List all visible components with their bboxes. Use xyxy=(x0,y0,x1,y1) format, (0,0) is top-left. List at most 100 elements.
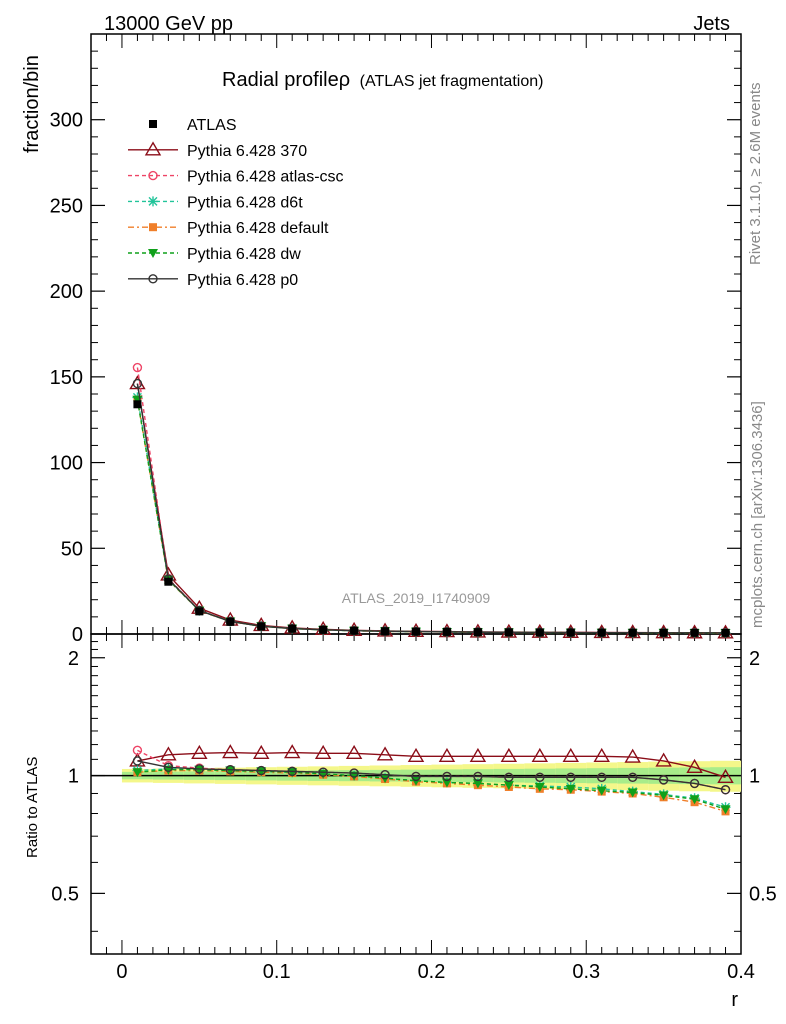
main-point-1 xyxy=(132,362,143,373)
legend-label-data: ATLAS xyxy=(187,117,237,134)
x-axis-label: r xyxy=(731,989,738,1011)
ratio-point-0 xyxy=(314,744,332,759)
main-series xyxy=(129,362,734,639)
y-tick-label: 250 xyxy=(50,195,83,217)
legend-marker-3 xyxy=(149,223,157,232)
legend-label-0: Pythia 6.428 370 xyxy=(187,143,307,160)
x-tick-label: 0.3 xyxy=(572,961,600,983)
ratio-point-5 xyxy=(597,772,607,782)
ratio-point-0 xyxy=(593,747,610,763)
y-tick-label: 100 xyxy=(50,453,83,475)
ratio-point-0 xyxy=(438,747,456,763)
ratio-point-4 xyxy=(225,766,236,776)
legend-label-4: Pythia 6.428 dw xyxy=(187,246,301,263)
ratio-point-5 xyxy=(256,765,266,776)
legend-label-3: Pythia 6.428 default xyxy=(187,220,329,237)
data-point xyxy=(628,628,637,637)
x-tick-label: 0 xyxy=(116,961,127,983)
ratio-point-5 xyxy=(411,771,421,782)
ratio-point-5 xyxy=(658,775,669,785)
ratio-point-4 xyxy=(441,778,452,788)
data-point xyxy=(442,627,451,636)
ratio-point-4 xyxy=(658,791,669,801)
ratio-point-5 xyxy=(720,785,731,795)
ratio-point-5 xyxy=(442,771,452,782)
data-point xyxy=(319,625,328,634)
ratio-point-4 xyxy=(287,768,298,778)
legend-marker-4 xyxy=(148,249,158,258)
data-point xyxy=(350,626,359,635)
ratio-point-5 xyxy=(504,772,514,782)
ratio-point-5 xyxy=(225,765,235,775)
ratio-point-5 xyxy=(627,772,638,782)
y-tick-label: 50 xyxy=(61,538,83,560)
analysis-watermark: ATLAS_2019_I1740909 xyxy=(342,590,491,606)
ratio-point-0 xyxy=(222,744,239,759)
ratio-point-0 xyxy=(531,747,549,763)
ratio-point-0 xyxy=(376,746,394,761)
ratio-point-0 xyxy=(283,744,301,759)
ratio-point-0 xyxy=(469,747,487,763)
data-point xyxy=(381,627,390,636)
ratio-point-5 xyxy=(380,770,390,780)
rivet-label: Rivet 3.1.10, ≥ 2.6M events xyxy=(747,83,764,266)
ratio-point-5 xyxy=(566,772,576,782)
ratio-point-5 xyxy=(689,778,700,789)
data-point xyxy=(504,628,513,637)
chart-title: Radial profileρ (ATLAS jet fragmentation… xyxy=(222,69,543,91)
ratio-point-0 xyxy=(717,768,734,783)
ratio-point-4 xyxy=(256,767,267,777)
ratio-point-4 xyxy=(472,779,483,789)
ratio-point-0 xyxy=(253,744,270,759)
legend-marker-data xyxy=(149,120,157,128)
legend-marker-1 xyxy=(148,170,158,181)
data-point xyxy=(412,627,420,636)
ratio-point-5 xyxy=(473,771,483,782)
chart-title-main: Radial profileρ xyxy=(222,69,350,91)
process-label: Jets xyxy=(693,13,730,35)
ratio-point-4 xyxy=(627,788,638,798)
ratio-point-5 xyxy=(349,768,359,778)
ratio-point-4 xyxy=(596,786,607,796)
mcplots-label: mcplots.cern.ch [arXiv:1306.3436] xyxy=(749,401,766,628)
energy-label: 13000 GeV pp xyxy=(104,13,233,35)
ratio-point-5 xyxy=(287,766,297,777)
ratio-point-0 xyxy=(624,748,641,763)
data-point xyxy=(257,622,266,631)
ratio-point-1 xyxy=(132,745,143,756)
data-point xyxy=(226,617,235,626)
x-tick-label: 0.1 xyxy=(263,961,291,983)
data-point xyxy=(195,607,204,616)
legend-marker-2 xyxy=(148,196,158,207)
ratio-point-0 xyxy=(562,747,579,763)
legend-marker-0 xyxy=(144,141,162,156)
ratio-point-0 xyxy=(407,747,425,763)
data-point xyxy=(288,624,297,633)
ratio-point-5 xyxy=(535,772,545,782)
ratio-point-0 xyxy=(160,746,177,761)
legend-marker-5 xyxy=(148,274,158,284)
main-point-5 xyxy=(132,378,143,389)
ratio-y-axis-label: Ratio to ATLAS xyxy=(24,757,41,858)
ratio-point-4 xyxy=(565,784,576,794)
ratio-point-0 xyxy=(686,758,703,773)
data-point xyxy=(659,628,668,637)
y-tick-label: 0 xyxy=(72,624,83,646)
ratio-point-5 xyxy=(194,764,205,774)
y-tick-label: 300 xyxy=(50,110,83,132)
y-tick-label: 200 xyxy=(50,281,83,303)
legend-label-2: Pythia 6.428 d6t xyxy=(187,194,303,211)
chart-subtitle: (ATLAS jet fragmentation) xyxy=(360,73,544,90)
ratio-point-4 xyxy=(132,768,143,778)
legend-label-1: Pythia 6.428 atlas-csc xyxy=(187,169,344,186)
ratio-point-4 xyxy=(689,795,700,805)
ratio-point-5 xyxy=(132,756,143,766)
legend: ATLAS Pythia 6.428 370 Pythia 6.428 atlas-… xyxy=(128,117,344,289)
ratio-tick-label-right: 1 xyxy=(749,766,760,788)
data-point xyxy=(597,628,606,637)
ratio-point-0 xyxy=(345,744,363,759)
ratio-tick-label-right: 0.5 xyxy=(749,883,777,905)
y-tick-label: 150 xyxy=(50,367,83,389)
data-point xyxy=(566,628,575,637)
